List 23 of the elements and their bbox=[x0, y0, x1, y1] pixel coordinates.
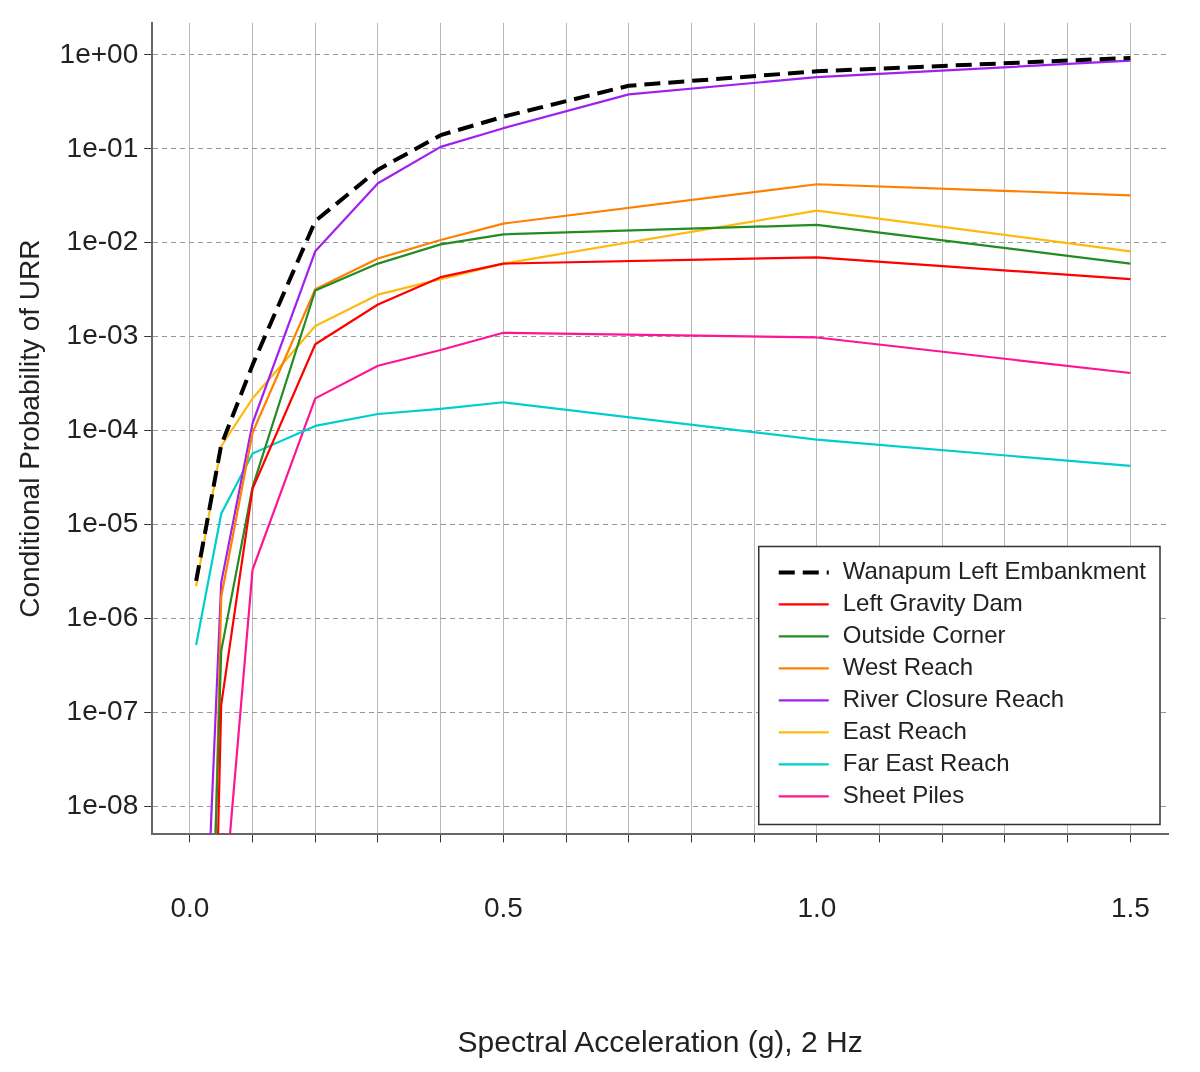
x-tick-label: 1.5 bbox=[1110, 891, 1150, 923]
y-tick-label: 1e-08 bbox=[66, 788, 139, 820]
x-tick-label: 0.5 bbox=[483, 891, 523, 923]
legend-label: West Reach bbox=[842, 653, 974, 681]
legend-label: Outside Corner bbox=[842, 621, 1006, 649]
legend-label: Wanapum Left Embankment bbox=[842, 557, 1147, 585]
legend-label: Left Gravity Dam bbox=[842, 589, 1023, 617]
x-tick-label: 0.0 bbox=[170, 891, 210, 923]
y-tick-label: 1e-02 bbox=[66, 225, 139, 257]
legend-label: Sheet Piles bbox=[842, 781, 965, 809]
x-axis-title: Spectral Acceleration (g), 2 Hz bbox=[457, 1025, 863, 1059]
y-axis-title: Conditional Probability of URR bbox=[13, 239, 45, 618]
y-tick-label: 1e-05 bbox=[66, 507, 139, 539]
legend-label: East Reach bbox=[842, 717, 967, 745]
y-tick-label: 1e-03 bbox=[66, 319, 139, 351]
y-tick-label: 1e+00 bbox=[59, 37, 139, 69]
y-tick-label: 1e-01 bbox=[66, 131, 139, 163]
legend-label: Far East Reach bbox=[842, 749, 1010, 777]
y-tick-label: 1e-07 bbox=[66, 694, 139, 726]
y-tick-label: 1e-06 bbox=[66, 601, 139, 633]
legend-label: River Closure Reach bbox=[842, 685, 1065, 713]
x-tick-label: 1.0 bbox=[797, 891, 837, 923]
y-tick-label: 1e-04 bbox=[66, 413, 139, 445]
